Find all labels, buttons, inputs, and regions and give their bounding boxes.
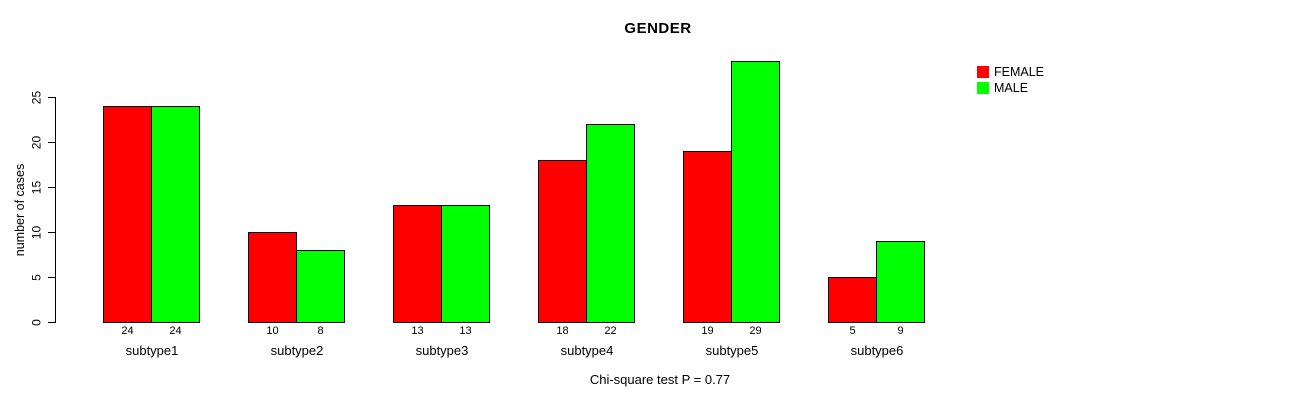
x-category-label: subtype6: [850, 343, 904, 358]
y-tick-label: 5: [29, 274, 44, 281]
y-tick: [48, 97, 56, 98]
footer-annotation: Chi-square test P = 0.77: [589, 372, 731, 387]
bar-male-subtype3: [441, 205, 490, 323]
bar-male-subtype5: [731, 61, 780, 323]
bar-value-label: 22: [604, 325, 617, 337]
y-tick: [48, 142, 56, 143]
bar-female-subtype5: [683, 151, 732, 323]
bar-value-label: 18: [556, 325, 569, 337]
x-category-label: subtype1: [125, 343, 179, 358]
bar-male-subtype4: [586, 124, 635, 323]
chart-title: GENDER: [624, 20, 692, 37]
bar-male-subtype1: [151, 106, 200, 323]
legend: FEMALE MALE: [977, 64, 1044, 96]
y-tick: [48, 232, 56, 233]
bar-female-subtype6: [828, 277, 877, 323]
y-tick: [48, 187, 56, 188]
legend-label-female: FEMALE: [994, 65, 1045, 79]
bar-value-label: 9: [897, 325, 904, 337]
bar-male-subtype6: [876, 241, 925, 323]
bar-value-label: 13: [459, 325, 472, 337]
y-axis-line: [55, 97, 56, 323]
bar-value-label: 19: [701, 325, 714, 337]
y-tick-label: 25: [29, 90, 44, 105]
bar-value-label: 24: [169, 325, 182, 337]
x-category-label: subtype5: [705, 343, 759, 358]
bar-value-label: 10: [266, 325, 279, 337]
x-category-label: subtype4: [560, 343, 614, 358]
y-tick-label: 15: [29, 180, 44, 195]
bar-value-label: 24: [121, 325, 134, 337]
y-tick: [48, 277, 56, 278]
x-category-label: subtype2: [270, 343, 324, 358]
x-category-label: subtype3: [415, 343, 469, 358]
bar-female-subtype1: [103, 106, 152, 323]
bar-female-subtype4: [538, 160, 587, 323]
y-tick-label: 0: [29, 319, 44, 326]
y-tick-label: 20: [29, 135, 44, 150]
bar-value-label: 8: [317, 325, 324, 337]
legend-label-male: MALE: [994, 81, 1029, 95]
bar-value-label: 29: [749, 325, 762, 337]
y-tick-label: 10: [29, 225, 44, 240]
bar-value-label: 13: [411, 325, 424, 337]
y-axis-label: number of cases: [13, 163, 27, 257]
bar-female-subtype2: [248, 232, 297, 323]
bar-value-label: 5: [849, 325, 856, 337]
male-color-swatch: [977, 82, 989, 94]
legend-item-male: MALE: [977, 80, 1044, 96]
legend-item-female: FEMALE: [977, 64, 1044, 80]
y-tick: [48, 322, 56, 323]
bar-female-subtype3: [393, 205, 442, 323]
bar-male-subtype2: [296, 250, 345, 323]
female-color-swatch: [977, 66, 989, 78]
